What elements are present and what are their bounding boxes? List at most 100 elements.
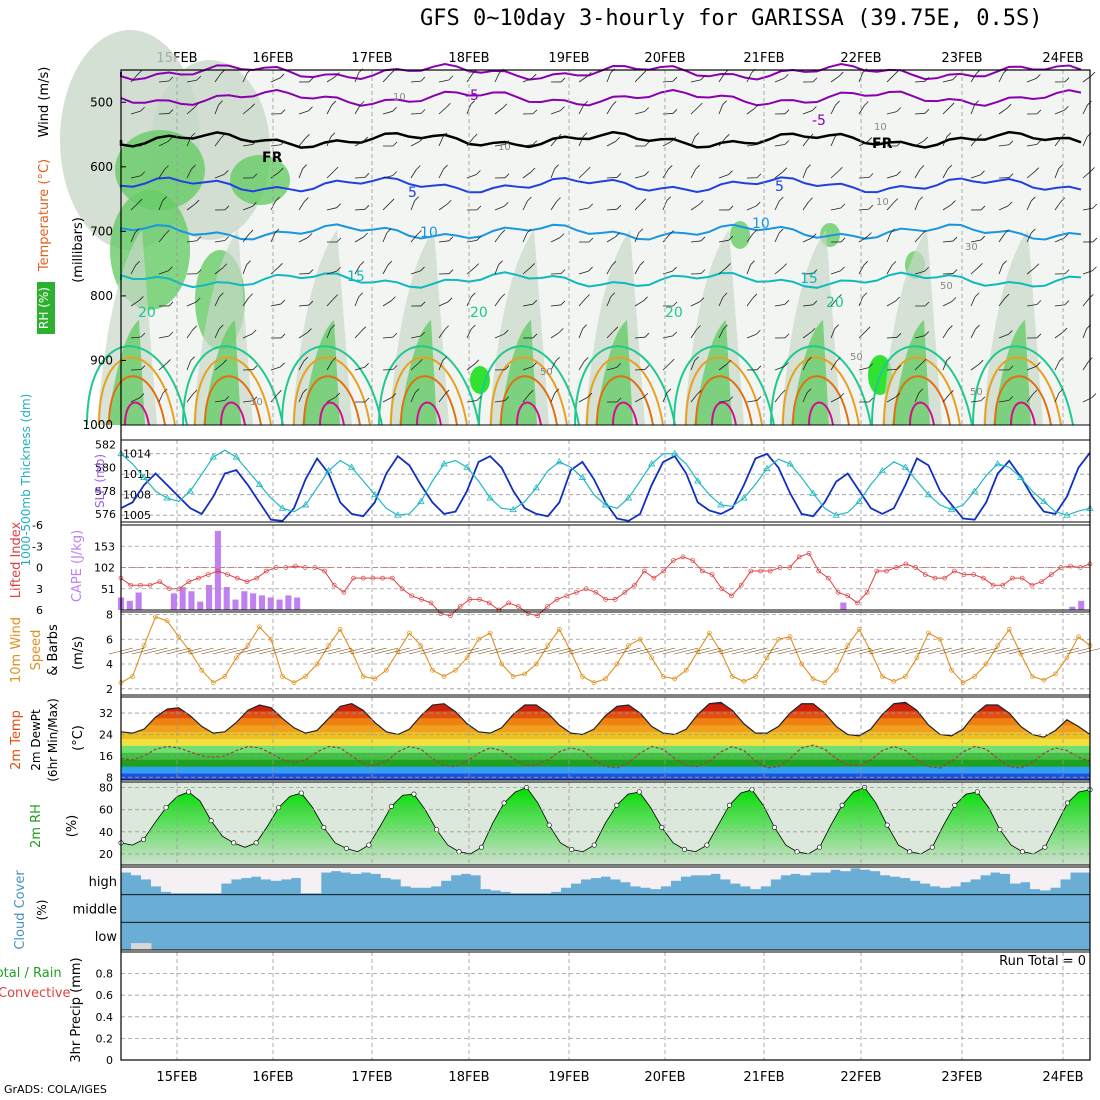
li-marker-65: [748, 568, 754, 574]
warm-dome-4-1: [490, 356, 568, 426]
barb-tip-775-114: [784, 109, 790, 115]
barb-tip-635-178: [644, 171, 649, 176]
barb-523-274: [522, 267, 531, 275]
barb-187-242: [186, 240, 197, 243]
barb-467-370: [466, 363, 476, 371]
barb-tip-243-146: [252, 140, 258, 145]
slp-marker-52: [717, 501, 725, 508]
cloud-high-gap-30: [420, 867, 432, 888]
barb-1083-306: [1082, 297, 1090, 307]
barb-747-274: [746, 264, 751, 275]
barb-383-242: [382, 232, 388, 243]
barb-tip-523-370: [532, 362, 537, 367]
barb-tip-355-82: [358, 68, 364, 74]
barb-215-242: [214, 240, 225, 243]
wind-marker-75: [983, 661, 989, 667]
barb-tip-663-402: [666, 388, 672, 394]
barb-tip-943-178: [947, 164, 953, 170]
warm-dome-8-0: [871, 345, 973, 426]
wind-barb-42: [593, 647, 618, 655]
rh-marker-14: [276, 804, 282, 810]
wind-barb-25: [397, 647, 422, 655]
barb-1083-274: [1082, 270, 1093, 275]
temp-label-3: (6hr Min/Max): [46, 698, 60, 782]
barb-831-82: [830, 75, 840, 83]
slp-marker-26: [417, 497, 425, 504]
wind-barb-32: [478, 647, 503, 655]
li-series: [120, 552, 1091, 617]
barb-943-114: [942, 106, 951, 115]
cloud-high-gap-87: [990, 867, 1001, 873]
barb-663-82: [662, 80, 674, 83]
li-marker-32: [428, 600, 434, 606]
barb-579-114: [578, 104, 584, 115]
barb-tip-887-210: [893, 198, 899, 203]
precip-ytick-1: 0.2: [96, 1032, 114, 1045]
barb-tip-411-178: [416, 165, 421, 170]
barb-tip-215-402: [224, 396, 230, 401]
wind-barb-34: [501, 647, 526, 655]
li-marker-7: [186, 579, 192, 585]
wind-barb-80: [1031, 647, 1056, 655]
rh-marker-52: [704, 842, 710, 848]
wind-barb-75: [974, 647, 999, 655]
rh-marker-70: [907, 849, 913, 855]
barb-411-242: [410, 234, 418, 243]
barb-tip-579-146: [582, 132, 588, 138]
cape-bar-16: [258, 595, 266, 610]
precip-ytick-2: 0.4: [96, 1011, 114, 1024]
barb-tip-859-178: [868, 173, 874, 178]
cape-bar-15: [250, 593, 257, 610]
cloud-high-gap-68: [800, 867, 811, 876]
li-marker-95: [1039, 579, 1044, 585]
barb-tip-523-146: [532, 140, 538, 145]
cloud-high-gap-2: [140, 867, 152, 880]
wind-marker-45: [637, 636, 643, 642]
precip-legend-convective: Convective: [0, 986, 71, 1001]
barb-tip-691-114: [697, 102, 703, 108]
barb-tip-495-306: [500, 293, 506, 299]
isotherm-label-17: 10: [876, 197, 889, 208]
barb-tip-551-306: [560, 300, 566, 306]
barb-tip-1027-178: [1034, 167, 1040, 172]
wind-marker-34: [510, 674, 516, 679]
cloud-high-gap-86: [980, 867, 991, 876]
barb-tip-383-146: [392, 141, 398, 147]
wind-marker-2: [141, 643, 147, 648]
wind-barb-6: [178, 647, 203, 655]
barb-tip-971-242: [980, 235, 986, 241]
temp-ytick-2: 24: [99, 728, 113, 741]
cloud-high-gap-60: [720, 867, 731, 880]
barb-tip-187-146: [190, 132, 196, 138]
barb-tip-859-242: [867, 232, 872, 237]
li-marker-76: [855, 600, 860, 606]
wind-barb-47: [651, 647, 676, 655]
rh-shade-3: [230, 155, 290, 205]
warm-dome-2-0: [281, 345, 383, 426]
barb-383-114: [382, 110, 393, 115]
cape-bar-82: [840, 602, 847, 610]
barb-tip-943-146: [946, 132, 952, 138]
barb-495-338: [494, 333, 505, 339]
barb-tip-887-306: [895, 296, 900, 302]
cloud-high-gap-4: [160, 867, 172, 892]
barb-tip-551-402: [554, 388, 560, 394]
barb-tip-411-306: [420, 301, 426, 307]
barb-tip-467-242: [476, 236, 482, 241]
barb-439-338: [438, 329, 445, 339]
barb-327-82: [326, 76, 336, 83]
barb-1027-370: [1026, 365, 1037, 371]
barb-tip-159-402: [162, 388, 168, 394]
barb-tip-439-402: [444, 389, 450, 395]
wind-label-4: (m/s): [71, 636, 86, 670]
barb-635-402: [634, 396, 644, 403]
barb-tip-635-146: [644, 141, 650, 147]
barb-tip-215-210: [224, 205, 230, 211]
barb-tip-775-242: [778, 228, 784, 234]
cloud-high-gap-37: [490, 867, 502, 891]
li-marker-4: [157, 579, 163, 585]
barb-579-274: [578, 270, 589, 275]
barb-299-210: [298, 201, 305, 211]
wind-marker-32: [487, 630, 493, 636]
warm-dome-4-0: [478, 345, 580, 426]
